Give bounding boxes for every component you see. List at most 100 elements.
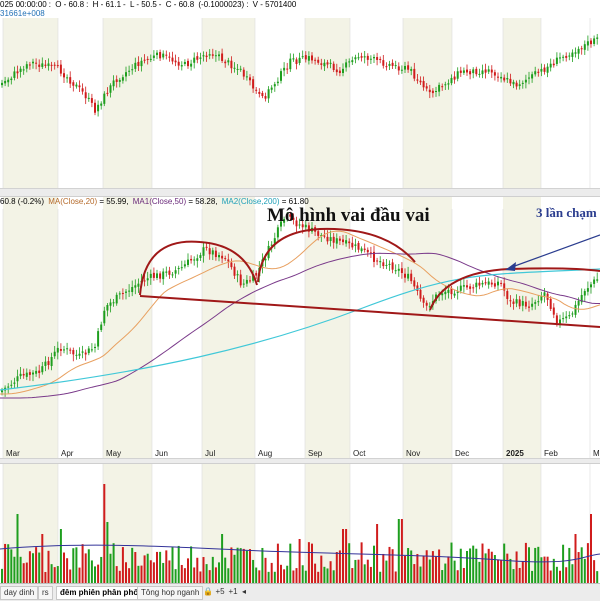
candle-body bbox=[66, 348, 69, 350]
candle-body bbox=[410, 273, 413, 282]
volume-bar bbox=[571, 564, 574, 584]
candle-body bbox=[490, 282, 493, 285]
volume-bar bbox=[205, 564, 208, 584]
volume-bar bbox=[208, 570, 211, 584]
tab-day-dinh[interactable]: day dinh bbox=[0, 586, 39, 600]
month-tick-label: Mar bbox=[6, 449, 20, 458]
candle-body bbox=[537, 71, 540, 73]
candle-body bbox=[252, 274, 255, 281]
candle-body bbox=[187, 259, 189, 266]
candle-body bbox=[441, 86, 444, 88]
candle-body bbox=[388, 263, 391, 265]
candle-body bbox=[118, 79, 121, 82]
candle-body bbox=[400, 69, 403, 71]
candle-body bbox=[75, 84, 78, 87]
tab-dem-phien-phan-phoi[interactable]: đêm phiên phân phối bbox=[56, 586, 145, 600]
month-tick-label: Feb bbox=[544, 449, 558, 458]
candle-body bbox=[230, 60, 233, 69]
volume-bar bbox=[559, 570, 561, 584]
month-shade-band bbox=[403, 18, 452, 188]
candle-body bbox=[382, 60, 385, 66]
ohlc-high: H - 61.1 bbox=[92, 0, 122, 9]
candle-body bbox=[183, 61, 186, 64]
volume-bar bbox=[515, 551, 518, 584]
scroll-left-icon[interactable]: ◂ bbox=[241, 587, 246, 596]
candle-body bbox=[469, 286, 472, 289]
candle-body bbox=[493, 283, 496, 287]
candle-body bbox=[165, 54, 168, 56]
volume-pane[interactable] bbox=[0, 463, 600, 584]
volume-bar bbox=[521, 561, 524, 584]
candle-body bbox=[10, 78, 13, 81]
candle-body bbox=[295, 59, 298, 64]
volume-bar bbox=[211, 556, 214, 584]
candle-body bbox=[112, 302, 115, 304]
month-shade-band bbox=[202, 197, 255, 459]
volume-bar bbox=[143, 555, 146, 584]
candle-body bbox=[531, 303, 534, 307]
volume-bar bbox=[66, 558, 69, 584]
volume-bar bbox=[121, 547, 124, 584]
candle-body bbox=[174, 270, 177, 274]
ohlc-open: O - 60.8 bbox=[55, 0, 85, 9]
candle-body bbox=[84, 352, 87, 355]
candle-body bbox=[565, 316, 568, 319]
candle-body bbox=[233, 67, 236, 69]
candle-body bbox=[323, 62, 326, 67]
candle-body bbox=[326, 236, 329, 242]
candle-body bbox=[512, 301, 515, 304]
candle-body bbox=[283, 67, 286, 71]
volume-bar bbox=[484, 553, 487, 584]
volume-bar bbox=[342, 529, 344, 584]
volume-bar bbox=[596, 571, 599, 584]
candle-body bbox=[90, 349, 93, 351]
candle-body bbox=[369, 252, 372, 254]
candle-body bbox=[72, 350, 75, 355]
volume-bar bbox=[497, 559, 499, 584]
candle-body bbox=[255, 89, 258, 91]
price-overview-pane[interactable]: 025 00:00:00: O - 60.8: H - 61.1- L - 50… bbox=[0, 0, 600, 188]
candle-body bbox=[332, 236, 335, 243]
candle-body bbox=[512, 81, 515, 85]
candle-body bbox=[121, 77, 124, 81]
volume-bar bbox=[174, 569, 177, 584]
candle-body bbox=[295, 220, 298, 227]
volume-bar bbox=[218, 562, 220, 584]
volume-bar bbox=[159, 551, 162, 584]
candle-body bbox=[391, 62, 394, 66]
volume-bar bbox=[456, 570, 459, 584]
candle-body bbox=[193, 259, 196, 261]
candle-body bbox=[211, 250, 214, 255]
candle-body bbox=[301, 56, 304, 58]
candle-body bbox=[162, 271, 165, 280]
candle-body bbox=[205, 246, 208, 248]
volume-bar bbox=[320, 555, 323, 584]
candle-body bbox=[273, 238, 276, 244]
candle-body bbox=[1, 82, 3, 86]
candle-body bbox=[59, 348, 62, 351]
lock-icon[interactable]: 🔒 bbox=[203, 587, 213, 596]
candle-body bbox=[143, 59, 146, 61]
add-5-button[interactable]: +5 bbox=[215, 587, 225, 596]
candle-body bbox=[38, 370, 41, 374]
volume-bar bbox=[351, 568, 354, 584]
candle-body bbox=[32, 61, 34, 64]
neckline bbox=[139, 295, 600, 328]
ma200-label: MA2(Close,200) bbox=[221, 197, 280, 206]
volume-bar bbox=[301, 565, 304, 584]
candle-body bbox=[497, 281, 499, 286]
candle-body bbox=[397, 66, 400, 71]
candle-body bbox=[462, 285, 465, 287]
month-tick-label: Jun bbox=[155, 449, 168, 458]
candle-body bbox=[292, 217, 295, 220]
tab-tong-hop-nganh[interactable]: Tông hop nganh bbox=[137, 586, 204, 600]
add-1-button[interactable]: +1 bbox=[228, 587, 238, 596]
candle-body bbox=[335, 69, 338, 73]
month-shade-band bbox=[305, 18, 350, 188]
tab-rs[interactable]: rs bbox=[38, 586, 53, 600]
candle-body bbox=[521, 82, 524, 84]
volume-bar bbox=[345, 529, 348, 584]
price-ma-pane[interactable]: 60.8 (-0.2%) MA(Close,20) = 55.99, MA1(C… bbox=[0, 196, 600, 459]
candle-body bbox=[276, 81, 279, 84]
volume-bar bbox=[180, 564, 183, 584]
